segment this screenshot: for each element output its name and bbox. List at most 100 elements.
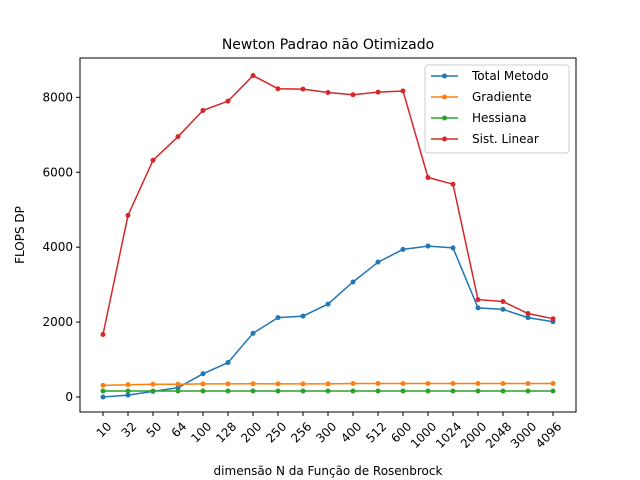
data-point [225,388,231,394]
data-point [525,315,531,321]
data-point [450,181,456,187]
data-point [400,388,406,394]
data-point [100,331,106,337]
y-tick-label: 8000 [42,90,73,104]
data-point [350,92,356,98]
data-point [375,381,381,387]
data-point [100,388,106,394]
data-point [325,301,331,307]
data-point [250,330,256,336]
data-point [425,174,431,180]
series-total-metodo [100,243,556,400]
x-tick-label: 32 [119,419,140,440]
data-point [150,381,156,387]
y-tick-label: 2000 [42,315,73,329]
legend-marker [442,136,447,142]
data-point [475,381,481,387]
data-point [100,382,106,388]
x-tick-label: 1000 [408,419,439,450]
data-point [550,316,556,322]
data-point [125,392,131,398]
data-point [250,73,256,79]
data-point [450,245,456,251]
data-point [325,388,331,394]
x-tick-label: 3000 [508,419,539,450]
x-tick-label: 300 [313,419,339,445]
x-tick-label: 64 [169,419,190,440]
data-point [350,381,356,387]
x-tick-label: 10 [94,419,115,440]
data-point [275,86,281,92]
data-point [375,388,381,394]
data-point [400,246,406,252]
data-point [375,89,381,95]
data-point [550,381,556,387]
legend: Total Metodo Gradiente Hessiana Sist. Linea… [424,64,570,154]
data-point [475,297,481,303]
data-point [200,107,206,113]
data-point [500,388,506,394]
legend-marker [442,73,447,79]
data-point [475,388,481,394]
x-tick-label: 2000 [458,419,489,450]
data-point [500,381,506,387]
legend-marker [442,115,447,121]
series-sist-linear [100,73,556,337]
y-tick-label: 6000 [42,165,73,179]
data-point [100,394,106,400]
data-point [225,360,231,366]
data-point [475,305,481,311]
x-tick-label: 128 [213,419,239,445]
legend-label: Hessiana [472,111,527,125]
legend-label: Sist. Linear [472,132,539,146]
series-line [102,245,554,398]
y-tick-label: 0 [65,390,73,404]
data-point [425,388,431,394]
x-tick-label: 4096 [533,419,564,450]
y-axis-label: FLOPS DP [13,206,27,264]
data-point [225,381,231,387]
data-point [175,388,181,394]
data-point [250,381,256,387]
data-point [200,371,206,377]
data-point [525,381,531,387]
data-point [350,388,356,394]
x-tick-label: 250 [263,419,289,445]
data-point [125,212,131,218]
data-point [175,134,181,140]
data-point [500,298,506,304]
data-point [450,381,456,387]
data-point [250,388,256,394]
x-axis-label: dimensão N da Função de Rosenbrock [214,464,443,478]
data-point [550,388,556,394]
data-point [500,306,506,312]
data-point [275,381,281,387]
data-point [200,381,206,387]
data-point [225,98,231,104]
data-point [325,89,331,95]
series-gradiente [100,381,556,388]
legend-box [424,64,570,154]
data-point [425,243,431,249]
data-point [150,388,156,394]
data-point [275,388,281,394]
x-tick-label: 1024 [433,419,464,450]
chart-title: Newton Padrao não Otimizado [222,37,434,53]
data-point [150,157,156,163]
x-tick-label: 2048 [483,419,514,450]
data-point [200,388,206,394]
x-tick-label: 400 [338,419,364,445]
data-point [300,388,306,394]
data-point [450,388,456,394]
x-tick-label: 100 [188,419,214,445]
data-point [275,315,281,321]
x-tick-label: 50 [144,419,165,440]
data-point [525,310,531,316]
data-point [175,381,181,387]
data-point [300,381,306,387]
data-point [525,388,531,394]
data-point [400,381,406,387]
data-point [300,313,306,319]
data-point [325,381,331,387]
